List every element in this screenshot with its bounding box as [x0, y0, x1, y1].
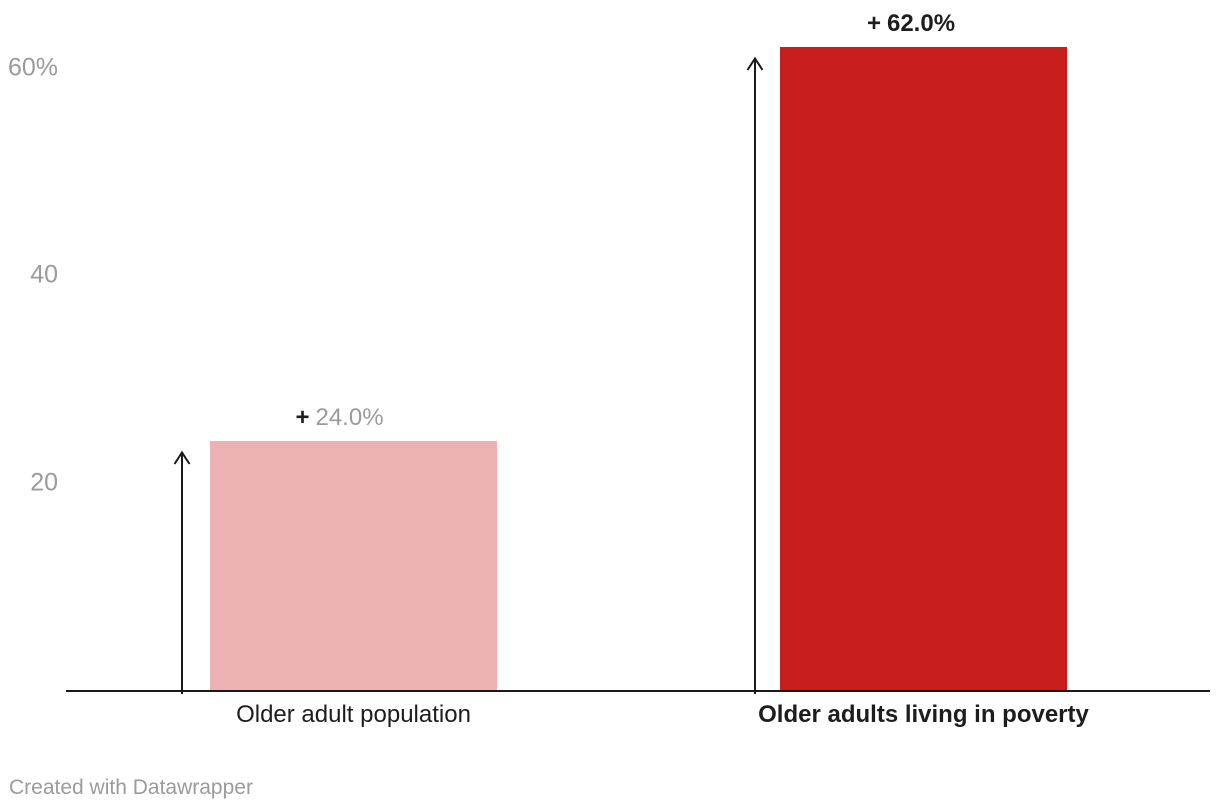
bar-older-adults-living-in-poverty[interactable]	[780, 47, 1067, 690]
datawrapper-attribution-link[interactable]: Created with Datawrapper	[9, 776, 253, 799]
value-label: +24.0%	[295, 404, 383, 433]
increase-arrow-icon	[173, 450, 191, 694]
y-tick-60: 60%	[7, 53, 58, 82]
x-axis-line	[66, 690, 1210, 692]
value-text: 24.0%	[315, 404, 384, 431]
value-text: 62.0%	[886, 10, 956, 37]
increase-arrow-icon	[746, 56, 764, 694]
category-label-older-adults-living-in-poverty: Older adults living in poverty	[758, 701, 1089, 728]
value-label: +62.0%	[867, 10, 955, 39]
plus-sign: +	[295, 404, 310, 431]
category-label-older-adult-population: Older adult population	[236, 701, 471, 728]
y-tick-40: 40	[30, 260, 58, 289]
bar-older-adult-population[interactable]	[210, 441, 497, 690]
y-tick-20: 20	[30, 468, 58, 497]
plus-sign: +	[866, 10, 881, 37]
